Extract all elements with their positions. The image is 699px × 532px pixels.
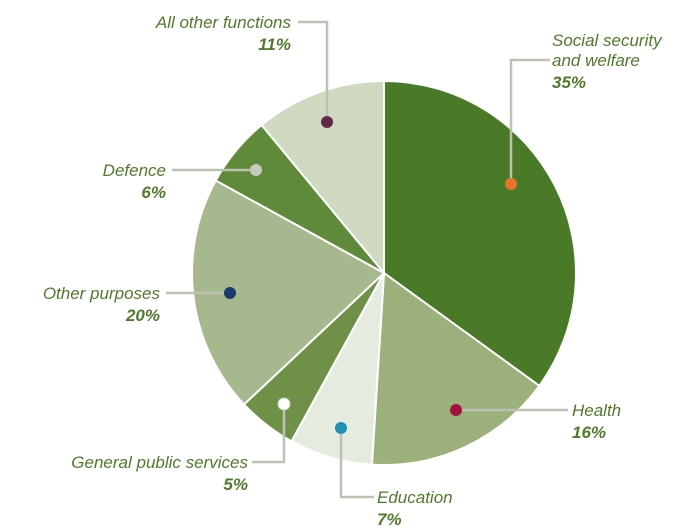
slice-marker-general-public-services [277, 397, 291, 411]
pie-slice-social-security-and-welfare [383, 79, 577, 388]
slice-value-all-other-functions: 11% [258, 35, 291, 54]
slice-marker-health [450, 404, 462, 416]
slice-label-social-security-and-welfare: and welfare [552, 51, 640, 70]
slice-value-education: 7% [377, 510, 402, 529]
pie-slice-health [370, 271, 541, 466]
slice-markers [224, 116, 517, 434]
leader-line-education [339, 428, 374, 499]
slice-value-social-security-and-welfare: 35% [552, 73, 586, 92]
slice-marker-social-security-and-welfare [505, 178, 517, 190]
slice-marker-all-other-functions [321, 116, 333, 128]
slice-value-health: 16% [572, 423, 606, 442]
slice-label-other-purposes: Other purposes [43, 284, 161, 303]
slice-label-defence: Defence [103, 161, 166, 180]
slice-value-general-public-services: 5% [223, 475, 248, 494]
slice-value-defence: 6% [141, 183, 166, 202]
leader-line-social-security-and-welfare [509, 58, 550, 184]
leader-lines [166, 20, 568, 499]
pie-slice-all-other-functions [260, 79, 385, 276]
slice-label-general-public-services: General public services [71, 453, 248, 472]
pie-slice-other-purposes [191, 179, 386, 406]
slice-label-all-other-functions: All other functions [155, 13, 292, 32]
pie-slices [191, 79, 577, 466]
leader-line-all-other-functions [298, 20, 329, 122]
slice-label-education: Education [377, 488, 453, 507]
slice-value-other-purposes: 20% [125, 306, 160, 325]
slice-marker-other-purposes [224, 287, 236, 299]
slice-label-health: Health [572, 401, 621, 420]
slice-marker-education [335, 422, 347, 434]
slice-label-social-security-and-welfare: Social security [552, 31, 663, 50]
slice-marker-defence [250, 164, 262, 176]
leader-line-general-public-services [252, 404, 286, 464]
